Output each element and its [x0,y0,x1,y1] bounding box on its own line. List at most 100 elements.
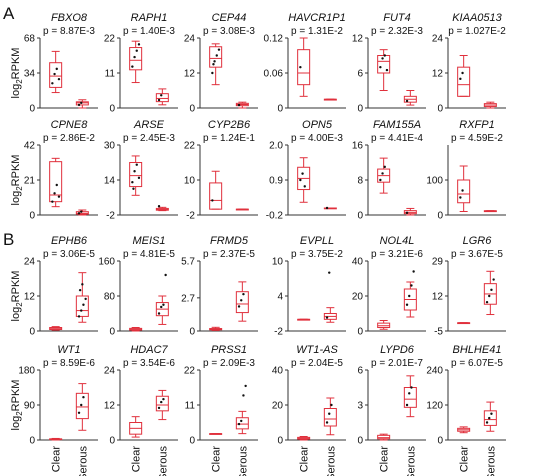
data-point [84,297,87,301]
data-point [211,199,214,202]
data-point [133,55,136,59]
boxplot-panel-wt1: WT1 p = 8.59E-6 180 90 0 [18,344,98,447]
boxplot-panel-meis1: MEIS1 p = 4.81E-5 160 80 0 [98,235,178,338]
y-tick-label: -2 [274,327,283,338]
box-clear [377,434,391,440]
y-tick-label: 22 [104,34,116,45]
y-tick-label: 40 [272,366,284,377]
data-point [160,400,163,404]
p-value-label: p = 3.21E-6 [371,249,423,260]
data-point [81,283,84,286]
boxplot-panel-havcr1p1: HAVCR1P1 p = 1.31E-2 0.12 0.06 0 [264,12,346,115]
p-value-label: p = 4.59E-2 [451,133,503,144]
y-tick-label: 0 [29,327,35,338]
data-point [410,386,413,389]
group-label-clear: Clear [459,446,471,473]
boxplot-panel-kiaa0513: KIAA0513 p = 1.027E-2 24 12 0 [432,12,506,115]
data-point [133,170,136,173]
boxplot-panel-rxfp1: RXFP1 p = 4.59E-2 100 0 [426,119,506,222]
y-tick-label: 0 [109,104,115,115]
boxplot-panel-raph1: RAPH1 p = 1.40E-3 22 11 0 [104,12,178,115]
group-label-serous: Serous [485,446,497,476]
p-value-label: p = 8.87E-3 [43,26,95,37]
gene-title: EVPLL [300,235,334,247]
p-value-label: p = 4.00E-3 [291,133,343,144]
data-point [303,185,306,188]
gene-title: FRMD5 [210,235,249,247]
box-clear [49,62,63,88]
group-label-serous: Serous [157,446,169,476]
box-serous [75,392,89,420]
gene-title: NOL4L [380,235,415,247]
y-tick-label: 10 [184,176,196,187]
data-point [131,180,134,184]
y-axis-label: log2RPKM [10,380,24,431]
y-tick-label: -2 [106,211,115,222]
y-tick-label: 0 [109,436,115,447]
data-point [379,178,382,182]
boxplot-panel-ephb6: EPHB6 p = 3.06E-5 24 12 0 [24,235,98,338]
data-point [488,294,491,298]
group-label-clear: Clear [379,446,391,473]
data-point [461,189,464,192]
y-tick-label: 160 [98,257,115,268]
group-label-clear: Clear [131,446,143,473]
y-tick-label: 12 [104,401,116,412]
y-tick-label: 0 [29,436,35,447]
data-point [135,49,138,52]
y-axis-label: log2RPKM [10,48,24,99]
p-value-label: p = 1.027E-2 [448,26,506,37]
y-tick-label: 12 [24,292,36,303]
y-tick-label: 24 [432,34,444,45]
y-tick-label: 0 [189,327,195,338]
gene-title: MEIS1 [132,235,165,247]
gene-title: FUT4 [383,12,411,24]
gene-title: PRSS1 [211,344,247,356]
box-serous [155,93,169,103]
data-point [55,67,58,71]
data-point [237,103,241,107]
box-clear [209,182,223,210]
y-tick-label: 6 [357,69,363,80]
data-point [132,187,135,190]
data-point [160,305,163,309]
data-point [131,65,134,68]
y-tick-label: 0 [29,104,35,115]
data-point [78,288,82,292]
boxplot-panel-cyp2b6: CYP2B6 p = 1.24E-1 22 10 -2 [184,119,258,222]
y-tick-label: 0 [437,436,443,447]
panel-label-a: A [3,4,15,23]
group-label-clear: Clear [51,446,63,473]
y-tick-label: 22 [184,141,196,152]
data-point [385,68,389,72]
gene-title: RAPH1 [131,12,168,24]
data-point [325,421,329,424]
gene-title: LYPD6 [380,344,415,356]
data-point [82,396,85,399]
boxplot-panel-arse: ARSE p = 2.45E-3 30 14 -2 [104,119,178,222]
p-value-label: p = 6.07E-5 [451,358,503,369]
data-point [215,54,218,57]
boxplot-panel-hdac7: HDAC7 p = 3.54E-6 24 12 0 [104,344,178,447]
y-tick-label: 8 [357,176,363,187]
p-value-label: p = 3.06E-5 [43,249,95,260]
y-tick-label: 20 [352,292,364,303]
data-point [408,294,411,298]
box-clear [209,46,223,68]
data-point [77,411,81,414]
group-label-serous: Serous [325,446,337,476]
data-point [164,273,167,277]
data-point [211,71,214,75]
box-clear [49,161,63,203]
gene-title: CEP44 [212,12,247,24]
box-clear [297,49,311,86]
gene-title: RXFP1 [459,119,494,131]
y-tick-label: -5 [434,327,443,338]
y-tick-label: 180 [18,366,35,377]
data-point [459,196,462,199]
data-point [405,403,409,407]
p-value-label: p = 2.86E-2 [43,133,95,144]
data-point [51,200,54,203]
data-point [240,419,243,423]
boxplot-panel-opn5: OPN5 p = 4.00E-3 2.0 0.9 -0.2 [266,119,346,222]
